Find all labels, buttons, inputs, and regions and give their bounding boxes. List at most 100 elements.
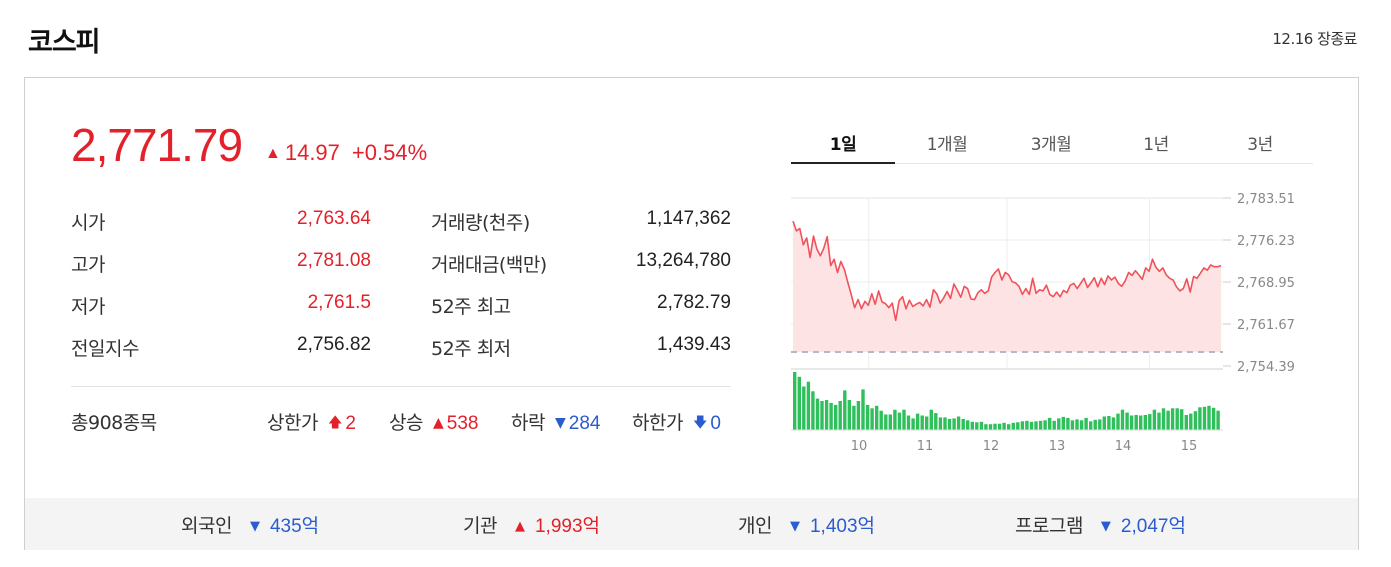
volume-bar xyxy=(793,372,797,430)
stat-label: 시가 xyxy=(71,212,105,234)
volume-bar xyxy=(856,401,861,430)
volume-bar xyxy=(1052,420,1056,430)
tab-1d[interactable]: 1일 xyxy=(791,122,895,164)
tab-1m[interactable]: 1개월 xyxy=(926,135,968,155)
tab-3m[interactable]: 3개월 xyxy=(1030,135,1072,155)
volume-bar xyxy=(1139,415,1143,430)
triangle-up-icon: ▲ xyxy=(265,145,281,162)
volume-bar xyxy=(1011,422,1015,431)
volume-bar xyxy=(1043,420,1047,430)
volume-bar xyxy=(1157,412,1161,430)
tab-3y[interactable]: 3년 xyxy=(1247,135,1273,155)
volume-bar xyxy=(1211,407,1216,430)
flow-value: 1,403억 xyxy=(809,516,875,537)
volume-bar xyxy=(1075,419,1079,430)
flow-label: 외국인 xyxy=(181,515,232,537)
tab-1y[interactable]: 1년 xyxy=(1143,135,1169,155)
triangle-down-icon: ▼ xyxy=(554,415,566,431)
volume-bar xyxy=(1025,420,1029,430)
volume-bar xyxy=(1098,419,1102,430)
flow-program: 프로그램 ▼ 2,047억 xyxy=(1015,511,1186,538)
volume-bar xyxy=(966,420,970,430)
stat-value: 2,756.82 xyxy=(297,334,371,355)
stat-row-52w-low: 52주 최저 1,439.43 xyxy=(431,334,731,364)
volume-bar xyxy=(888,414,892,430)
volume-bar xyxy=(920,415,924,430)
volume-bar xyxy=(970,421,974,430)
stat-label: 52주 최고 xyxy=(431,296,511,318)
rise-label: 상승 xyxy=(389,412,423,434)
volume-bar xyxy=(938,417,943,430)
triangle-up-icon: ▲ xyxy=(432,415,444,431)
triangle-down-icon: ▼ xyxy=(249,519,260,534)
volume-bar xyxy=(1016,422,1020,430)
volume-bar xyxy=(1184,415,1188,430)
x-tick-label: 13 xyxy=(1049,439,1066,454)
volume-bar xyxy=(902,409,906,430)
index-card: 2,771.79 ▲ 14.97 +0.54% 시가 2,763.64 고가 2,7… xyxy=(24,77,1359,550)
volume-bar xyxy=(947,418,952,430)
price-area xyxy=(793,221,1221,352)
change-value: 14.97 xyxy=(284,140,340,165)
volume-bar xyxy=(824,400,829,430)
x-tick-label: 10 xyxy=(851,439,868,454)
volume-bar xyxy=(1152,409,1157,430)
triangle-down-icon: ▼ xyxy=(789,519,800,534)
volume-bar xyxy=(925,416,929,430)
change-percent: +0.54% xyxy=(351,140,428,165)
volume-bar xyxy=(875,405,879,430)
volume-bar xyxy=(879,410,883,430)
stat-row-high: 고가 2,781.08 xyxy=(71,250,371,280)
stat-value: 2,782.79 xyxy=(657,292,731,313)
flow-value: 435억 xyxy=(269,516,320,537)
volume-bar xyxy=(956,416,961,430)
volume-bar xyxy=(815,398,820,430)
rise-value: 538 xyxy=(446,413,479,434)
total-stocks-label: 총908종목 xyxy=(71,412,157,434)
page-title: 코스피 xyxy=(28,27,101,58)
volume-bar xyxy=(1170,408,1175,431)
volume-bar xyxy=(884,414,888,430)
volume-bar xyxy=(1089,421,1093,430)
volume-bar xyxy=(988,424,993,430)
volume-bar xyxy=(1070,420,1075,430)
x-tick-label: 12 xyxy=(983,439,1000,454)
volume-bar xyxy=(1007,424,1011,430)
volume-bar xyxy=(1216,410,1220,430)
stat-row-volume: 거래량(천주) 1,147,362 xyxy=(431,208,731,238)
flow-value: 1,993억 xyxy=(534,516,600,537)
volume-bar xyxy=(961,418,965,430)
market-status: 12.16 장종료 xyxy=(1272,30,1357,48)
stat-row-open: 시가 2,763.64 xyxy=(71,208,371,238)
x-tick-label: 14 xyxy=(1115,439,1132,454)
volume-bar xyxy=(893,409,897,430)
flow-label: 개인 xyxy=(738,515,772,537)
y-tick-label: 2,768.95 xyxy=(1237,276,1295,291)
volume-bar xyxy=(1111,417,1116,430)
stat-value: 2,763.64 xyxy=(297,208,371,229)
volume-bar xyxy=(915,413,920,430)
price-line xyxy=(792,220,1222,322)
stat-value: 1,147,362 xyxy=(646,208,731,229)
breadth-upper-limit: 상한가 🡅 2 xyxy=(267,408,356,438)
breadth-rise: 상승 ▲ 538 xyxy=(389,408,478,438)
stat-value: 13,264,780 xyxy=(635,250,731,271)
volume-bar xyxy=(852,405,856,430)
stat-label: 고가 xyxy=(71,254,105,276)
volume-bar xyxy=(1120,409,1125,430)
volume-bar xyxy=(1148,414,1152,430)
stat-label: 거래량(천주) xyxy=(431,212,530,234)
volume-bar xyxy=(1029,421,1034,430)
volume-bar xyxy=(934,413,938,430)
index-price: 2,771.79 xyxy=(71,119,243,171)
stats-divider xyxy=(71,386,731,387)
lower-limit-value: 0 xyxy=(710,413,721,434)
stat-value: 1,439.43 xyxy=(657,334,731,355)
volume-bar xyxy=(1166,410,1170,430)
volume-bar xyxy=(820,401,824,430)
intraday-chart: 2,783.51 2,776.23 2,768.95 2,761.67 2,754.39… xyxy=(791,192,1295,454)
index-change: ▲ 14.97 +0.54% xyxy=(265,140,427,166)
stat-row-prev-close: 전일지수 2,756.82 xyxy=(71,334,371,364)
volume-bar xyxy=(984,424,988,430)
volume-bar xyxy=(847,400,851,430)
